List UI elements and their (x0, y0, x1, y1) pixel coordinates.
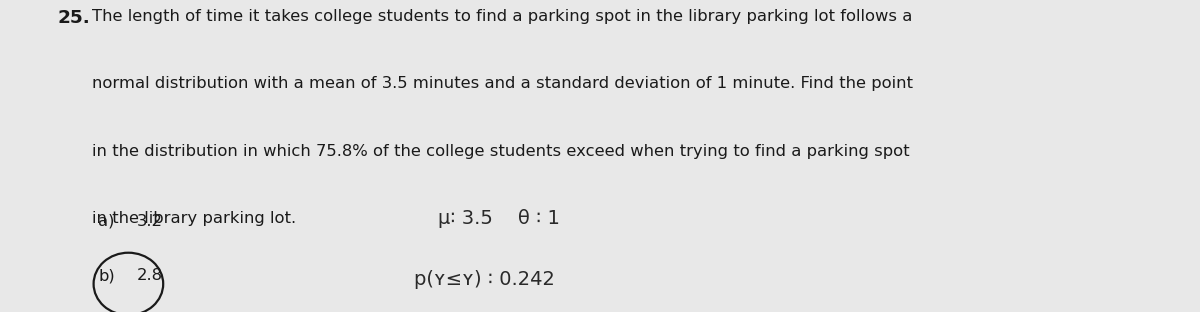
Text: p(ʏ≤ʏ) ∶ 0.242: p(ʏ≤ʏ) ∶ 0.242 (414, 270, 554, 289)
Text: in the distribution in which 75.8% of the college students exceed when trying to: in the distribution in which 75.8% of th… (92, 144, 910, 158)
Text: b): b) (98, 268, 115, 283)
Text: in the library parking lot.: in the library parking lot. (92, 211, 296, 226)
Text: μ∶ 3.5    θ ∶ 1: μ∶ 3.5 θ ∶ 1 (438, 209, 560, 228)
Text: 25.: 25. (58, 9, 90, 27)
Text: a): a) (98, 214, 115, 229)
Text: 3.2: 3.2 (137, 214, 163, 229)
Text: The length of time it takes college students to find a parking spot in the libra: The length of time it takes college stud… (92, 9, 913, 24)
Text: normal distribution with a mean of 3.5 minutes and a standard deviation of 1 min: normal distribution with a mean of 3.5 m… (92, 76, 913, 91)
Text: 2.8: 2.8 (137, 268, 163, 283)
